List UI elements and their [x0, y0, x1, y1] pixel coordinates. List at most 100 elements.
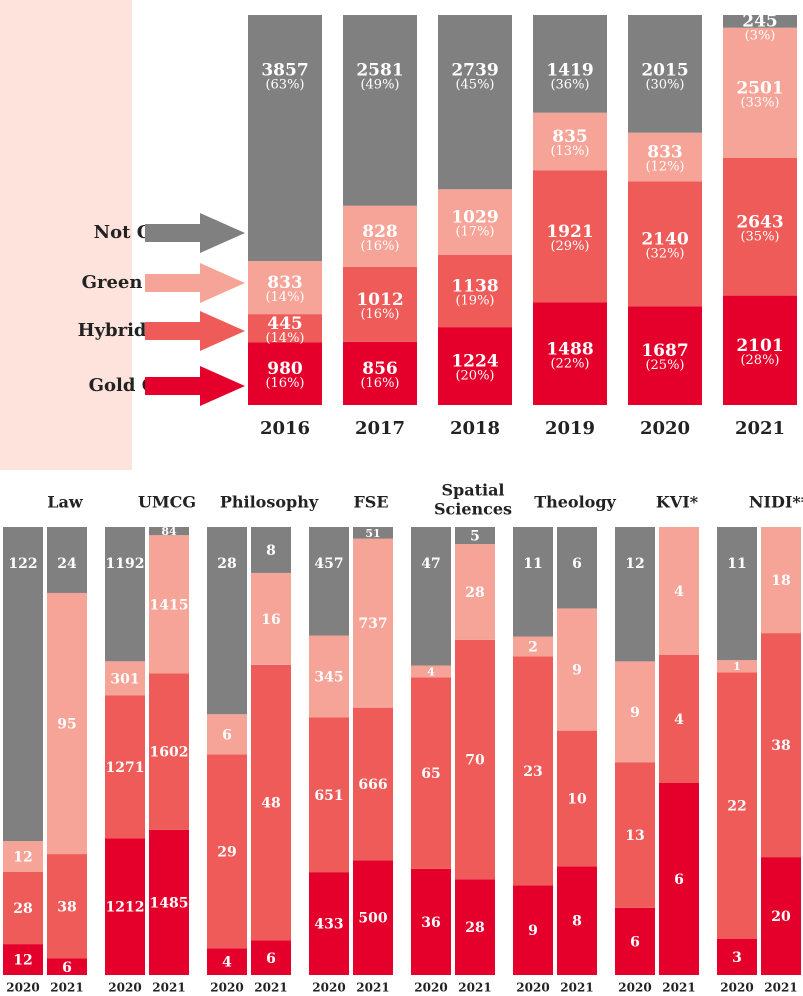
category-label: NIDI** [749, 493, 803, 512]
value-label: 1029 [451, 207, 498, 227]
value-label: 245 [742, 12, 778, 32]
bar-segment [557, 730, 597, 867]
x-tick-label: 2020 [618, 981, 651, 995]
x-tick-label: 2021 [152, 981, 185, 995]
value-label: 6 [62, 960, 72, 976]
value-label: 2501 [736, 78, 783, 98]
value-label: 9 [572, 663, 582, 679]
value-label: 28 [217, 556, 236, 572]
bar-segment [105, 661, 145, 696]
category-label: Theology [534, 493, 616, 512]
bar-segment [723, 15, 797, 28]
value-label: 1192 [106, 556, 145, 572]
percent-label: (16%) [360, 376, 399, 391]
value-label: 12 [625, 556, 644, 572]
value-label: 3857 [261, 61, 308, 81]
x-tick-label: 2020 [414, 981, 447, 995]
bar-segment [628, 181, 702, 307]
category-label: Philosophy [220, 493, 319, 512]
value-label: 28 [465, 585, 484, 601]
value-label: 4 [427, 665, 435, 678]
percent-label: (63%) [265, 78, 304, 93]
percent-label: (32%) [645, 246, 684, 261]
percent-label: (13%) [550, 144, 589, 159]
percent-label: (45%) [455, 78, 494, 93]
bar-segment [149, 535, 189, 674]
bar-segment [248, 15, 322, 261]
value-label: 12 [13, 953, 32, 969]
bar-segment [761, 527, 801, 634]
value-label: 8 [572, 914, 582, 930]
percent-label: (14%) [265, 331, 304, 346]
bar-segment [207, 754, 247, 949]
value-label: 301 [110, 671, 139, 687]
bar-segment [251, 940, 291, 975]
bar-segment [455, 544, 495, 640]
bar-segment [659, 527, 699, 655]
bar-segment [659, 655, 699, 783]
x-tick-label: 2019 [545, 418, 595, 439]
value-label: 65 [421, 766, 440, 782]
value-label: 9 [528, 923, 538, 939]
legend-arrow [145, 311, 245, 351]
legend-arrow [145, 366, 245, 406]
x-tick-label: 2020 [720, 981, 753, 995]
bar-segment [557, 866, 597, 975]
value-label: 2739 [451, 61, 498, 81]
bar-segment [438, 254, 512, 328]
value-label: 1488 [546, 339, 593, 359]
value-label: 500 [358, 911, 387, 927]
bar-segment [343, 205, 417, 267]
bar-segment [207, 948, 247, 975]
percent-label: (36%) [550, 78, 589, 93]
bar-segment [411, 665, 451, 678]
percent-label: (30%) [645, 78, 684, 93]
percent-label: (12%) [645, 160, 684, 175]
value-label: 3 [732, 950, 742, 966]
bar-segment [343, 266, 417, 342]
bar-segment [533, 15, 607, 113]
category-label: FSE [353, 493, 388, 512]
bar-segment [47, 527, 87, 593]
bar-segment [761, 633, 801, 858]
value-label: 1485 [150, 895, 189, 911]
value-label: 36 [421, 915, 440, 931]
value-label: 6 [572, 556, 582, 572]
value-label: 1271 [106, 760, 145, 776]
bar-segment [309, 717, 349, 873]
value-label: 2643 [736, 212, 783, 232]
bar-segment [207, 714, 247, 755]
value-label: 1012 [356, 290, 403, 310]
value-label: 828 [362, 222, 398, 242]
bar-segment [251, 664, 291, 941]
x-tick-label: 2016 [260, 418, 310, 439]
bar-segment [248, 260, 322, 315]
value-label: 48 [261, 796, 280, 812]
x-tick-label: 2018 [450, 418, 500, 439]
x-tick-label: 2021 [560, 981, 593, 995]
value-label: 4 [222, 955, 232, 971]
bar-segment [251, 572, 291, 665]
bar-segment [761, 857, 801, 975]
x-tick-label: 2020 [640, 418, 690, 439]
bar-segment [615, 762, 655, 908]
value-label: 433 [314, 917, 343, 933]
x-tick-label: 2017 [355, 418, 405, 439]
bar-segment [513, 527, 553, 637]
bar-segment [411, 677, 451, 869]
value-label: 457 [314, 556, 343, 572]
value-label: 980 [267, 359, 303, 379]
bar-segment [3, 944, 43, 975]
value-label: 1 [733, 660, 741, 673]
value-label: 445 [267, 314, 303, 334]
category-label: Spatial Sciences [434, 480, 512, 518]
percent-label: (16%) [360, 307, 399, 322]
bar-segment [411, 868, 451, 975]
category-label: KVI* [656, 493, 699, 512]
x-tick-label: 2021 [356, 981, 389, 995]
x-tick-label: 2021 [50, 981, 83, 995]
bar-segment [207, 527, 247, 715]
value-label: 16 [261, 612, 280, 628]
bar-segment [455, 879, 495, 975]
legend-arrow [145, 213, 245, 253]
